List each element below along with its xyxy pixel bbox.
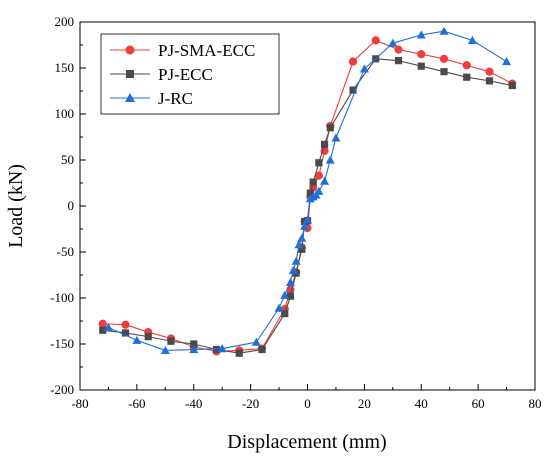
y-tick-label: 100 (55, 106, 75, 121)
y-tick-label: 150 (55, 60, 75, 75)
data-point (325, 155, 335, 164)
data-point (298, 245, 306, 253)
data-point (294, 240, 304, 249)
data-point (121, 320, 130, 329)
legend-label: J-RC (158, 89, 193, 108)
y-tick-label: 50 (61, 152, 74, 167)
data-point (98, 319, 107, 328)
data-point (99, 326, 107, 334)
x-tick-label: -80 (71, 396, 88, 411)
data-point (212, 345, 221, 354)
data-point (251, 337, 261, 346)
data-point (297, 233, 307, 242)
y-tick-label: -100 (50, 290, 74, 305)
y-axis-title: Load (kN) (5, 164, 27, 248)
y-tick-label: -50 (57, 244, 74, 259)
data-point (160, 345, 170, 355)
data-point (258, 345, 266, 354)
data-point (306, 189, 314, 197)
data-point (121, 329, 130, 337)
data-point (440, 68, 448, 76)
data-point (315, 159, 323, 167)
x-tick-label: 60 (472, 396, 485, 411)
data-point (309, 178, 317, 186)
data-point (371, 36, 380, 45)
data-point (190, 340, 198, 348)
x-tick-label: -60 (128, 396, 145, 411)
data-point (416, 30, 426, 39)
legend-marker (126, 70, 134, 78)
y-tick-label: 200 (55, 14, 75, 29)
data-point (274, 303, 284, 312)
x-tick-label: 0 (304, 396, 311, 411)
data-point (167, 337, 175, 345)
x-tick-label: 80 (529, 396, 542, 411)
data-point (320, 140, 329, 148)
data-point (189, 345, 199, 354)
data-point (300, 221, 310, 230)
data-point (348, 57, 358, 66)
series-j-rc (103, 26, 512, 355)
data-point (388, 38, 398, 47)
data-point (462, 61, 471, 70)
series-layer (98, 26, 517, 357)
data-point (314, 186, 324, 195)
data-point (417, 50, 426, 59)
axis-ticks: -80 -60 -40 -20 0 20 40 60 80-200-150-100-500501… (50, 14, 541, 411)
data-point (280, 290, 290, 299)
legend-marker (125, 93, 135, 102)
data-point (144, 333, 152, 341)
data-point (439, 54, 449, 63)
data-point (288, 265, 298, 274)
y-tick-label: -150 (50, 336, 74, 351)
data-point (217, 344, 227, 353)
y-tick-label: 0 (68, 198, 75, 213)
data-point (485, 77, 494, 85)
y-tick-label: -200 (50, 382, 74, 397)
data-point (463, 73, 471, 81)
data-point (485, 67, 494, 76)
data-point (235, 349, 243, 357)
data-point (103, 322, 113, 332)
data-point (281, 310, 289, 318)
data-point (320, 176, 330, 185)
data-point (508, 81, 516, 90)
legend-label: PJ-ECC (158, 65, 213, 84)
data-point (349, 86, 357, 94)
x-tick-label: -40 (185, 396, 202, 411)
data-point (132, 335, 142, 344)
data-point (285, 277, 295, 286)
x-tick-label: 20 (358, 396, 371, 411)
data-point (291, 256, 301, 265)
legend-label: PJ-SMA-ECC (158, 41, 255, 60)
legend: PJ-SMA-ECC PJ-ECC J-RC (100, 33, 280, 115)
data-point (303, 215, 312, 224)
data-point (394, 45, 403, 54)
x-tick-label: 40 (415, 396, 428, 411)
data-point (417, 62, 425, 70)
data-point (359, 64, 369, 73)
x-axis-title: Displacement (mm) (227, 431, 386, 453)
data-point (502, 57, 512, 66)
data-point (439, 26, 449, 35)
data-point (394, 57, 403, 65)
data-point (286, 292, 295, 300)
legend-marker (125, 45, 135, 55)
data-point (467, 35, 477, 44)
data-point (331, 133, 341, 142)
x-tick-label: -20 (242, 396, 259, 411)
data-point (326, 124, 334, 132)
